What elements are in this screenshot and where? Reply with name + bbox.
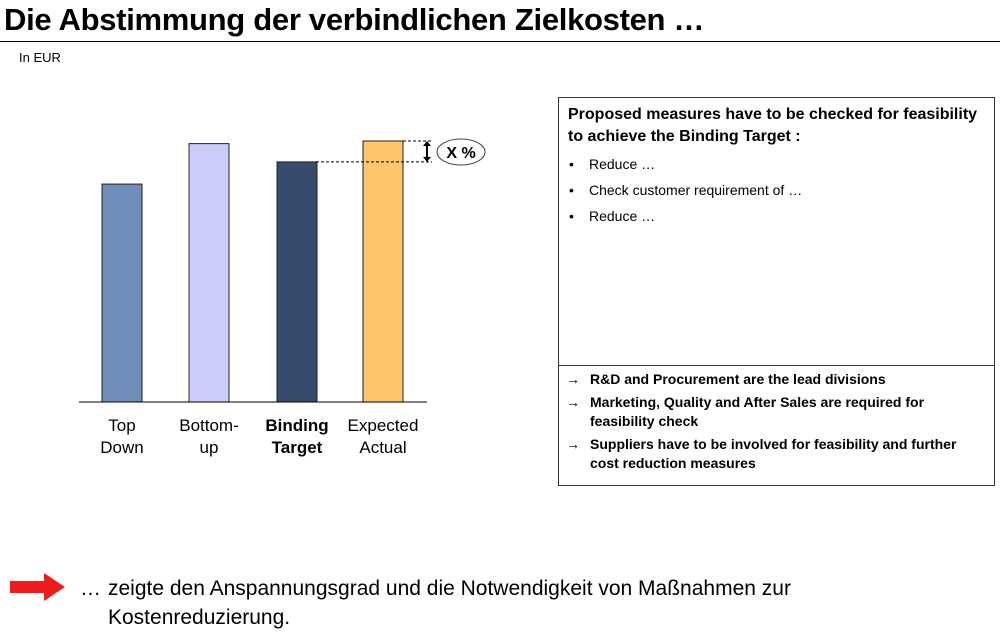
arrow-right-icon: → [566,371,580,387]
slide-title: Die Abstimmung der verbindlichen Zielkos… [4,2,705,37]
conclusion-text: Marketing, Quality and After Sales are r… [590,394,925,429]
measures-heading: Proposed measures have to be checked for… [568,106,978,145]
measure-item: • Reduce … [568,154,985,174]
measure-item: • Check customer requirement of … [568,180,985,200]
bar-chart: Top Down Bottom-up Binding Target Expected Act… [79,138,486,457]
category-label: Target [272,438,323,457]
footer-text: zeigte den Anspannungsgrad und die Notwe… [108,577,791,629]
bullet-icon: • [569,156,574,172]
category-label: up [200,438,219,457]
bar-bottom-up [188,143,230,403]
bullet-icon: • [569,182,574,198]
bullet-icon: • [569,208,574,224]
measure-text: Reduce … [589,208,656,224]
category-label: Actual [359,438,406,457]
conclusion-text: R&D and Procurement are the lead divisio… [590,371,886,387]
conclusion-item: → R&D and Procurement are the lead divisi… [566,370,987,389]
category-label: Bottom- [179,416,239,435]
category-label: Expected [348,416,419,435]
conclusion-item: → Suppliers have to be involved for feasi… [566,435,987,473]
arrow-head-up-icon [423,141,431,146]
conclusion-text: Suppliers have to be involved for feasib… [590,436,957,471]
bar-expected-actual [362,140,404,403]
unit-label: In EUR [19,50,61,65]
conclusions-section: → R&D and Procurement are the lead divisi… [559,366,994,481]
footer-ellipsis: … [80,577,101,600]
arrow-head-down-icon [423,156,431,162]
bar-top-down [101,183,143,403]
conclusion-item: → Marketing, Quality and After Sales are … [566,393,987,431]
measures-section: Proposed measures have to be checked for… [559,98,994,366]
red-arrow-icon [10,573,65,601]
measure-text: Reduce … [589,156,656,172]
annotation-ellipse [436,138,486,166]
footer-statement: … zeigte den Anspannungsgrad und die Not… [80,574,928,632]
title-divider [0,41,1000,42]
arrow-right-icon: → [566,394,580,410]
measure-text: Check customer requirement of … [589,182,803,198]
category-label: Binding [265,416,328,435]
bar-binding-target [276,161,318,403]
measures-panel: Proposed measures have to be checked for… [558,97,995,486]
category-label: Down [100,438,143,457]
category-label: Top [108,416,135,435]
measure-item: • Reduce … [568,206,985,226]
arrow-right-icon: → [566,436,580,452]
gap-annotation: X % [446,145,475,162]
